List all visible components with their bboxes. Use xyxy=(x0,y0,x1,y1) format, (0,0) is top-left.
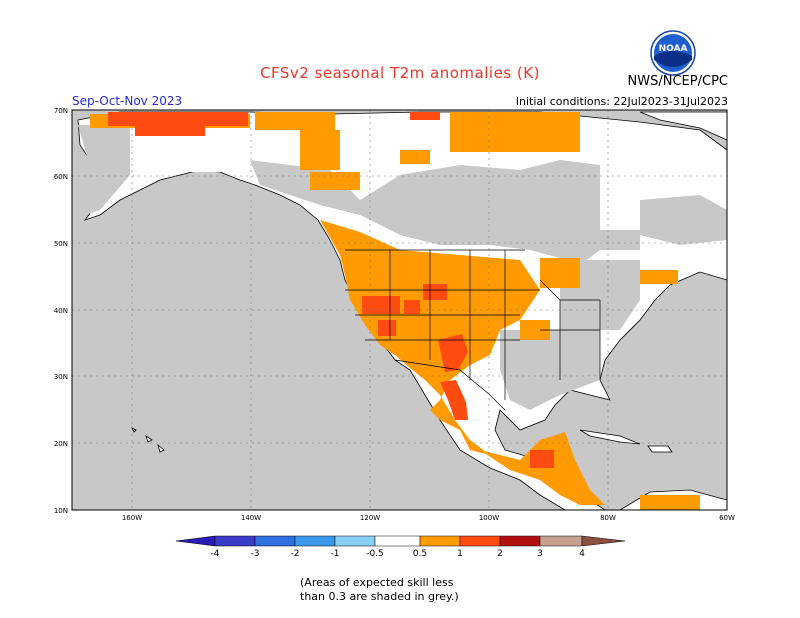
lat-label: 50N xyxy=(54,240,68,248)
map-frame xyxy=(71,109,728,511)
graticule xyxy=(72,110,727,510)
lat-label: 60N xyxy=(54,173,68,181)
legend-label: 0.5 xyxy=(413,549,427,559)
initial-conditions-label: Initial conditions: 22Jul2023-31Jul2023 xyxy=(515,95,728,108)
lon-label: 120W xyxy=(360,514,380,522)
lat-label: 20N xyxy=(54,440,68,448)
footnote-line-2: than 0.3 are shaded in grey.) xyxy=(300,590,459,603)
noaa-logo: NOAA xyxy=(650,30,696,76)
legend-arrow-right xyxy=(581,535,626,547)
svg-text:NOAA: NOAA xyxy=(659,44,688,54)
color-legend xyxy=(175,535,626,547)
legend-label: -0.5 xyxy=(366,549,384,559)
lat-label: 40N xyxy=(54,307,68,315)
hot-anomaly-layer xyxy=(108,112,554,468)
lat-label: 30N xyxy=(54,373,68,381)
legend-swatch xyxy=(459,535,501,547)
longitude-labels: 160W 140W 120W 100W 80W 60W xyxy=(122,514,735,522)
latitude-labels: 70N 60N 50N 40N 30N 20N 10N xyxy=(54,107,68,515)
political-boundaries xyxy=(345,249,601,411)
legend-label: -1 xyxy=(331,549,340,559)
lon-label: 140W xyxy=(241,514,261,522)
season-label: Sep-Oct-Nov 2023 xyxy=(72,94,183,108)
legend-label: -3 xyxy=(251,549,260,559)
legend-swatch xyxy=(539,535,583,547)
lon-label: 80W xyxy=(600,514,616,522)
lon-label: 160W xyxy=(122,514,142,522)
legend-label: 4 xyxy=(579,549,585,559)
legend-swatch xyxy=(334,535,376,547)
agency-label: NWS/NCEP/CPC xyxy=(627,74,728,89)
skill-mask-layer xyxy=(78,125,727,410)
legend-swatch xyxy=(214,535,256,547)
footnote-line-1: (Areas of expected skill less xyxy=(300,576,454,589)
map-title: CFSv2 seasonal T2m anomalies (K) xyxy=(260,64,540,82)
legend-label: 3 xyxy=(537,549,543,559)
legend-label: -4 xyxy=(211,549,220,559)
lat-label: 10N xyxy=(54,507,68,515)
skill-footnote: (Areas of expected skill less than 0.3 a… xyxy=(300,576,600,604)
legend-arrow-left xyxy=(175,535,216,547)
lon-label: 60W xyxy=(719,514,735,522)
greenland-land xyxy=(639,111,728,141)
hispaniola-land xyxy=(647,445,673,453)
legend-label: 2 xyxy=(497,549,503,559)
lat-label: 70N xyxy=(54,107,68,115)
legend-swatch xyxy=(499,535,541,547)
hawaii-land xyxy=(131,427,165,453)
legend-label: 1 xyxy=(457,549,463,559)
legend-labels: -4 -3 -2 -1 -0.5 0.5 1 2 3 4 xyxy=(211,549,586,559)
legend-label: -2 xyxy=(291,549,300,559)
legend-swatch xyxy=(294,535,336,547)
legend-swatch xyxy=(254,535,296,547)
legend-swatch xyxy=(374,535,421,547)
legend-swatch xyxy=(419,535,461,547)
lon-label: 100W xyxy=(479,514,499,522)
